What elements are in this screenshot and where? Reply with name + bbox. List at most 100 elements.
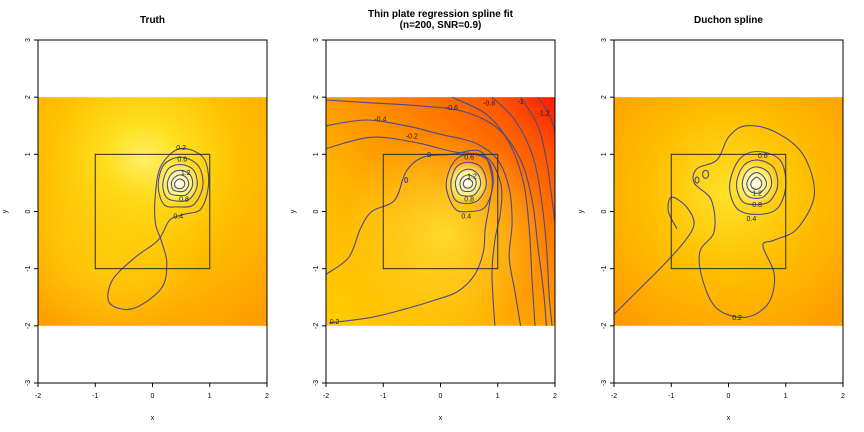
- contour-line: [450, 161, 487, 205]
- x-tick-label: 2: [841, 393, 845, 400]
- contour-label: 0: [427, 152, 431, 159]
- contour-line: [404, 177, 409, 184]
- contour-line: [750, 176, 763, 190]
- contour-label: 0.8: [464, 196, 474, 203]
- contour-label: -0.6: [446, 105, 458, 112]
- x-tick-label: -2: [611, 393, 617, 400]
- contour-label: -1.2: [538, 111, 550, 118]
- y-axis-label: y: [2, 209, 9, 213]
- x-tick-label: 1: [208, 393, 212, 400]
- x-tick-label: 0: [151, 393, 155, 400]
- contour-line: [741, 166, 773, 199]
- x-tick-label: -2: [35, 393, 41, 400]
- y-tick-label: 2: [25, 95, 32, 99]
- y-tick-label: -2: [25, 323, 32, 329]
- contour-label: -0.2: [406, 134, 418, 141]
- contour-label: 0.2: [176, 145, 186, 152]
- panel-truth: 0.2 0.6 1.2 0.8 0.4 -2 -1 0 1 2 -3 -2 -1 0 1 2 3 x y Truth: [2, 15, 269, 422]
- contour-line: [735, 159, 779, 206]
- peak-highlight: [443, 160, 490, 206]
- y-tick-label: 3: [25, 38, 32, 42]
- contour-line: [462, 178, 474, 189]
- contour-label: -0.4: [374, 116, 386, 123]
- field-shading: [326, 97, 555, 326]
- contour-line: [520, 96, 556, 223]
- y-tick-label: 0: [601, 209, 608, 213]
- contour-label: 0.2: [330, 319, 340, 326]
- contour-label: 0.6: [464, 155, 474, 162]
- y-tick-label: 3: [313, 38, 320, 42]
- contour-label: -1: [518, 99, 524, 106]
- x-tick-label: 1: [496, 393, 500, 400]
- contour-line: [694, 176, 700, 184]
- contour-line: [157, 156, 204, 208]
- peak-highlight: [155, 160, 202, 206]
- x-tick-label: 0: [727, 393, 731, 400]
- contour-line: [692, 125, 815, 318]
- contour-line: [491, 96, 553, 326]
- contour-line: [162, 164, 198, 202]
- contour-label: 0.2: [732, 315, 742, 322]
- contour-line: [451, 96, 536, 326]
- contour-label: 0.8: [752, 202, 762, 209]
- x-tick-label: -2: [323, 393, 329, 400]
- contour-label: 0.4: [173, 214, 183, 221]
- contour-label: 0.6: [758, 153, 768, 160]
- x-axis-label: x: [151, 415, 155, 422]
- x-tick-label: 2: [553, 393, 557, 400]
- y-tick-label: -1: [25, 265, 32, 271]
- contour-label: 0.4: [461, 214, 471, 221]
- contour-line: [166, 169, 194, 197]
- x-axis-label: x: [727, 415, 731, 422]
- panel-duchon-spline: 0.6 1.2 0.8 0.4 0.2 -2 -1 0 1 2 -3 -2 -1 0 1 2 3 x y Duchon…: [578, 15, 845, 422]
- x-tick-label: -1: [92, 393, 98, 400]
- chart-title: Thin plate regression spline fit: [368, 9, 514, 20]
- y-tick-label: -1: [601, 265, 608, 271]
- y-tick-label: -3: [25, 380, 32, 386]
- contour-label: 1.2: [752, 191, 762, 198]
- y-tick-label: 1: [25, 152, 32, 156]
- y-tick-label: -2: [313, 323, 320, 329]
- y-tick-label: 3: [601, 38, 608, 42]
- x-tick-label: 1: [784, 393, 788, 400]
- y-tick-label: 0: [313, 209, 320, 213]
- contour-label: 1.2: [467, 174, 477, 181]
- contour-label: 0.6: [177, 156, 187, 163]
- x-tick-label: 0: [439, 393, 443, 400]
- y-axis-label: y: [290, 209, 297, 213]
- y-tick-label: 1: [313, 152, 320, 156]
- domain-square: [382, 153, 499, 270]
- contour-lines: [107, 147, 210, 311]
- contour-line: [325, 136, 503, 326]
- x-tick-label: -1: [668, 393, 674, 400]
- contour-line: [170, 174, 190, 193]
- field-shading: [38, 97, 267, 326]
- contour-line: [325, 149, 493, 324]
- contour-line: [174, 178, 186, 190]
- domain-square: [94, 153, 211, 270]
- contour-lines: [325, 96, 556, 326]
- y-tick-label: -3: [601, 380, 608, 386]
- contour-label: 0.4: [747, 216, 757, 223]
- contour-line: [107, 147, 210, 311]
- contour-line: [325, 99, 547, 326]
- contour-line: [702, 169, 710, 179]
- chart-title: Truth: [140, 15, 165, 26]
- y-axis-label: y: [578, 209, 585, 213]
- y-tick-label: 2: [601, 95, 608, 99]
- contour-line: [746, 172, 767, 194]
- chart-subtitle: (n=200, SNR=0.9): [400, 20, 482, 31]
- contour-line: [729, 150, 787, 215]
- y-tick-label: -2: [601, 323, 608, 329]
- panel-thin-plate-fit: -0.6 -0.8 -1 -1.2 -0.4 -0.2 0 0.6 1.2 0.8 0.4 0.2 -2…: [290, 9, 557, 422]
- y-tick-label: 2: [313, 95, 320, 99]
- y-tick-label: -3: [313, 380, 320, 386]
- contour-line: [454, 168, 482, 197]
- contour-line: [445, 153, 494, 213]
- x-tick-label: -1: [380, 393, 386, 400]
- contour-line: [613, 196, 695, 315]
- contour-label: -0.8: [483, 100, 495, 107]
- contour-label: 1.2: [181, 170, 191, 177]
- y-tick-label: -1: [313, 265, 320, 271]
